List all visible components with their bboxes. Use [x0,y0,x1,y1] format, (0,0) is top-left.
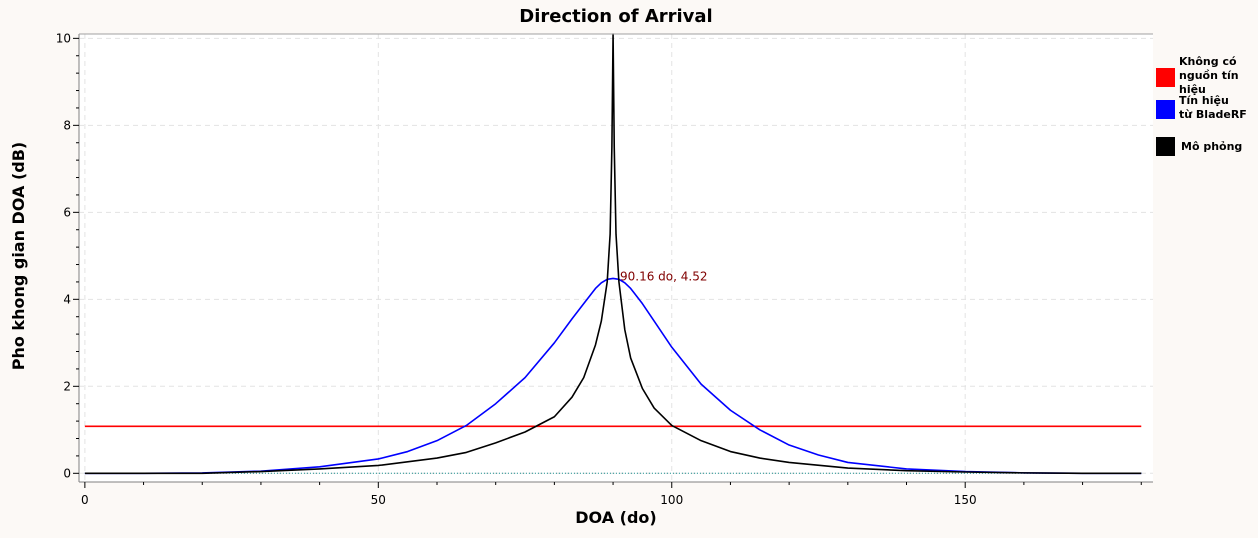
legend-label: Không có nguồn tín hiệu [1179,55,1239,96]
y-axis-label: Pho khong gian DOA (dB) [9,142,28,371]
y-tick-label: 8 [63,118,71,132]
legend-item-bladerf[interactable]: Tín hiệu từ BladeRF [1156,94,1247,122]
y-tick-label: 4 [63,292,71,306]
legend-item-simulation[interactable]: Mô phỏng [1156,137,1242,156]
y-tick-label: 10 [56,31,71,45]
legend-label: Mô phỏng [1181,139,1243,153]
series-lines [84,33,1142,475]
legend-swatch-red [1156,67,1175,87]
legend-item-no-signal[interactable]: Không có nguồn tín hiệu [1156,55,1258,97]
y-tick-label: 6 [63,205,71,219]
x-tick-label: 100 [660,493,683,507]
x-tick-label: 50 [371,493,386,507]
x-axis-label: DOA (do) [575,508,656,527]
chart-title: Direction of Arrival [519,6,712,27]
legend-swatch-black [1156,137,1175,156]
legend-swatch-blue [1156,99,1175,119]
grid-lines [79,34,1153,482]
series-line-1 [84,277,1142,475]
x-tick-label: 150 [954,493,977,507]
x-tick-label: 0 [81,493,89,507]
peak-annotation: 90.16 do, 4.52 [620,270,707,284]
plot-area [79,34,1153,482]
y-tick-label: 0 [63,466,71,480]
legend-label: Tín hiệu từ BladeRF [1179,94,1247,121]
y-tick-label: 2 [63,379,71,393]
